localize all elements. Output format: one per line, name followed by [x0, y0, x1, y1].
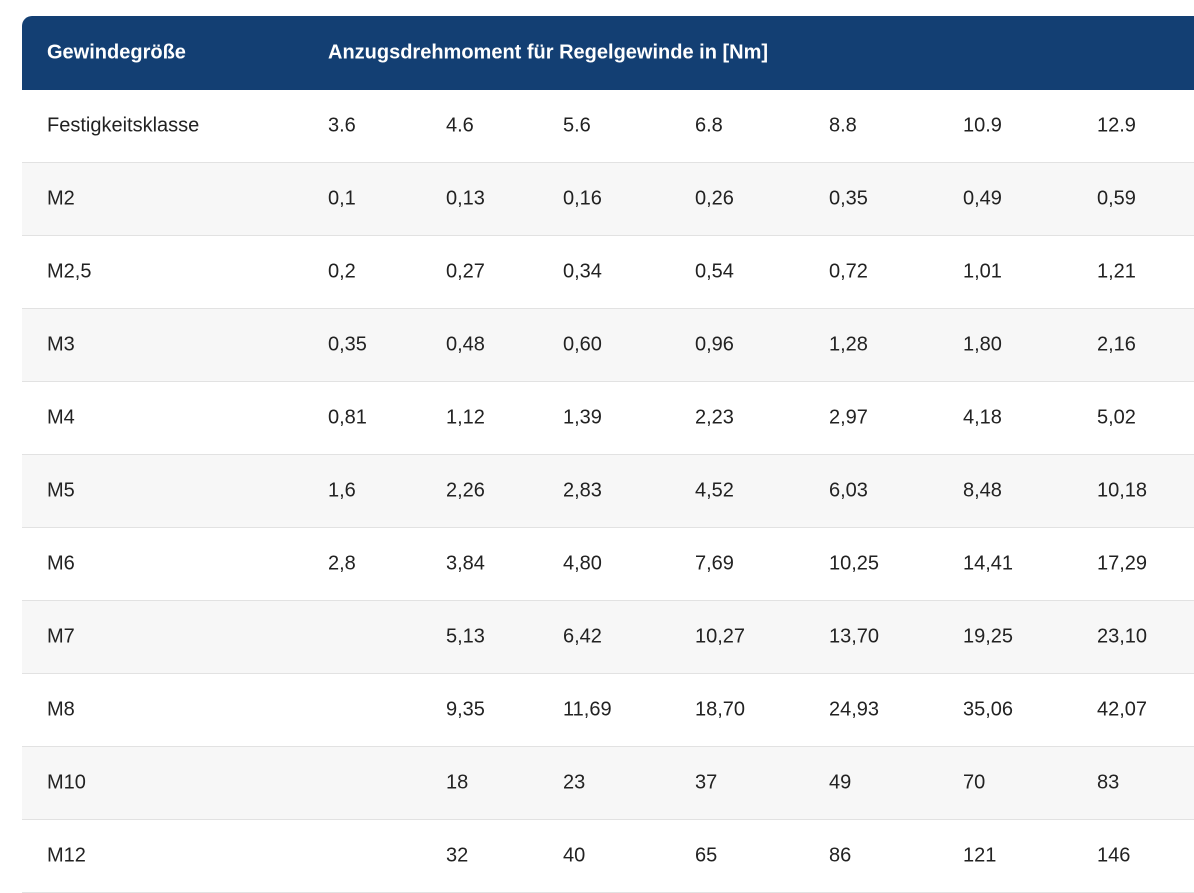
header-torque: Anzugsdrehmoment für Regelgewinde in [Nm…: [328, 41, 769, 64]
table-cell: 8,48: [963, 479, 1002, 502]
table-cell: 14,41: [963, 552, 1014, 575]
table-cell: 1,12: [446, 406, 485, 429]
table-cell: 3,84: [446, 552, 485, 575]
table-cell: 0,60: [563, 333, 602, 356]
table-cell: 0,81: [328, 406, 367, 429]
table-cell: 32: [446, 844, 469, 867]
table-cell: 6,42: [563, 625, 602, 648]
table-cell: 0,72: [829, 260, 868, 283]
header-thread-size: Gewindegröße: [47, 41, 186, 64]
table-cell: 7,69: [695, 552, 734, 575]
table-cell: 1,80: [963, 333, 1002, 356]
row-label: M2: [47, 187, 75, 210]
row-label: M4: [47, 406, 75, 429]
table-row: M5 1,6 2,26 2,83 4,52 6,03 8,48 10,18: [22, 455, 1194, 528]
table-cell: 2,8: [328, 552, 356, 575]
table-header: Gewindegröße Anzugsdrehmoment für Regelg…: [22, 16, 1194, 90]
table-cell: 40: [563, 844, 586, 867]
table-cell: 2,97: [829, 406, 868, 429]
table-cell: 11,69: [563, 698, 612, 721]
table-cell: 10,27: [695, 625, 746, 648]
table-cell: 6.8: [695, 114, 723, 137]
table-cell: 5.6: [563, 114, 591, 137]
table-cell: 146: [1097, 844, 1131, 867]
row-label: M3: [47, 333, 75, 356]
row-label: M7: [47, 625, 75, 648]
table-row: M2,5 0,2 0,27 0,34 0,54 0,72 1,01 1,21: [22, 236, 1194, 309]
table-cell: 0,27: [446, 260, 485, 283]
table-cell: 1,39: [563, 406, 602, 429]
table-cell: 0,96: [695, 333, 734, 356]
table-cell: 2,23: [695, 406, 734, 429]
table-cell: 23: [563, 771, 586, 794]
table-cell: 0,1: [328, 187, 356, 210]
table-cell: 0,34: [563, 260, 602, 283]
row-label: M10: [47, 771, 86, 794]
table-cell: 18,70: [695, 698, 746, 721]
table-cell: 24,93: [829, 698, 880, 721]
torque-table: Gewindegröße Anzugsdrehmoment für Regelg…: [22, 16, 1194, 893]
table-cell: 10,25: [829, 552, 880, 575]
table-row: M6 2,8 3,84 4,80 7,69 10,25 14,41 17,29: [22, 528, 1194, 601]
table-row: M4 0,81 1,12 1,39 2,23 2,97 4,18 5,02: [22, 382, 1194, 455]
table-cell: 3.6: [328, 114, 356, 137]
table-cell: 0,16: [563, 187, 602, 210]
table-cell: 4.6: [446, 114, 474, 137]
table-cell: 9,35: [446, 698, 485, 721]
table-cell: 0,13: [446, 187, 485, 210]
row-label: M8: [47, 698, 75, 721]
table-cell: 1,28: [829, 333, 868, 356]
table-cell: 4,52: [695, 479, 734, 502]
table-row: M12 32 40 65 86 121 146: [22, 820, 1194, 893]
row-label: M6: [47, 552, 75, 575]
row-label: Festigkeitsklasse: [47, 114, 200, 137]
table-cell: 6,03: [829, 479, 868, 502]
table-cell: 0,35: [328, 333, 367, 356]
table-row: M2 0,1 0,13 0,16 0,26 0,35 0,49 0,59: [22, 163, 1194, 236]
table-cell: 1,21: [1097, 260, 1136, 283]
table-cell: 2,16: [1097, 333, 1136, 356]
table-cell: 0,48: [446, 333, 485, 356]
table-cell: 65: [695, 844, 718, 867]
table-cell: 70: [963, 771, 986, 794]
table-cell: 5,13: [446, 625, 485, 648]
table-cell: 0,2: [328, 260, 356, 283]
table-cell: 0,49: [963, 187, 1002, 210]
table-cell: 23,10: [1097, 625, 1148, 648]
table-cell: 0,35: [829, 187, 868, 210]
table-cell: 0,59: [1097, 187, 1136, 210]
table-cell: 35,06: [963, 698, 1014, 721]
table-cell: 49: [829, 771, 852, 794]
table-cell: 121: [963, 844, 997, 867]
row-label: M12: [47, 844, 86, 867]
table-cell: 37: [695, 771, 718, 794]
table-row: Festigkeitsklasse 3.6 4.6 5.6 6.8 8.8 10…: [22, 90, 1194, 163]
table-cell: 0,26: [695, 187, 734, 210]
table-cell: 4,18: [963, 406, 1002, 429]
table-cell: 10,18: [1097, 479, 1148, 502]
table-cell: 8.8: [829, 114, 857, 137]
table-cell: 2,26: [446, 479, 485, 502]
table-row: M3 0,35 0,48 0,60 0,96 1,28 1,80 2,16: [22, 309, 1194, 382]
table-cell: 17,29: [1097, 552, 1148, 575]
table-row: M8 9,35 11,69 18,70 24,93 35,06 42,07: [22, 674, 1194, 747]
table-row: M7 5,13 6,42 10,27 13,70 19,25 23,10: [22, 601, 1194, 674]
table-row: M10 18 23 37 49 70 83: [22, 747, 1194, 820]
row-label: M5: [47, 479, 75, 502]
table-cell: 12.9: [1097, 114, 1136, 137]
table-cell: 0,54: [695, 260, 734, 283]
table-cell: 4,80: [563, 552, 602, 575]
table-cell: 83: [1097, 771, 1120, 794]
table-cell: 10.9: [963, 114, 1002, 137]
table-cell: 1,6: [328, 479, 356, 502]
table-cell: 13,70: [829, 625, 880, 648]
table-cell: 1,01: [963, 260, 1002, 283]
table-cell: 86: [829, 844, 852, 867]
table-cell: 18: [446, 771, 469, 794]
row-label: M2,5: [47, 260, 92, 283]
table-cell: 5,02: [1097, 406, 1136, 429]
table-cell: 2,83: [563, 479, 602, 502]
table-cell: 42,07: [1097, 698, 1148, 721]
table-cell: 19,25: [963, 625, 1014, 648]
